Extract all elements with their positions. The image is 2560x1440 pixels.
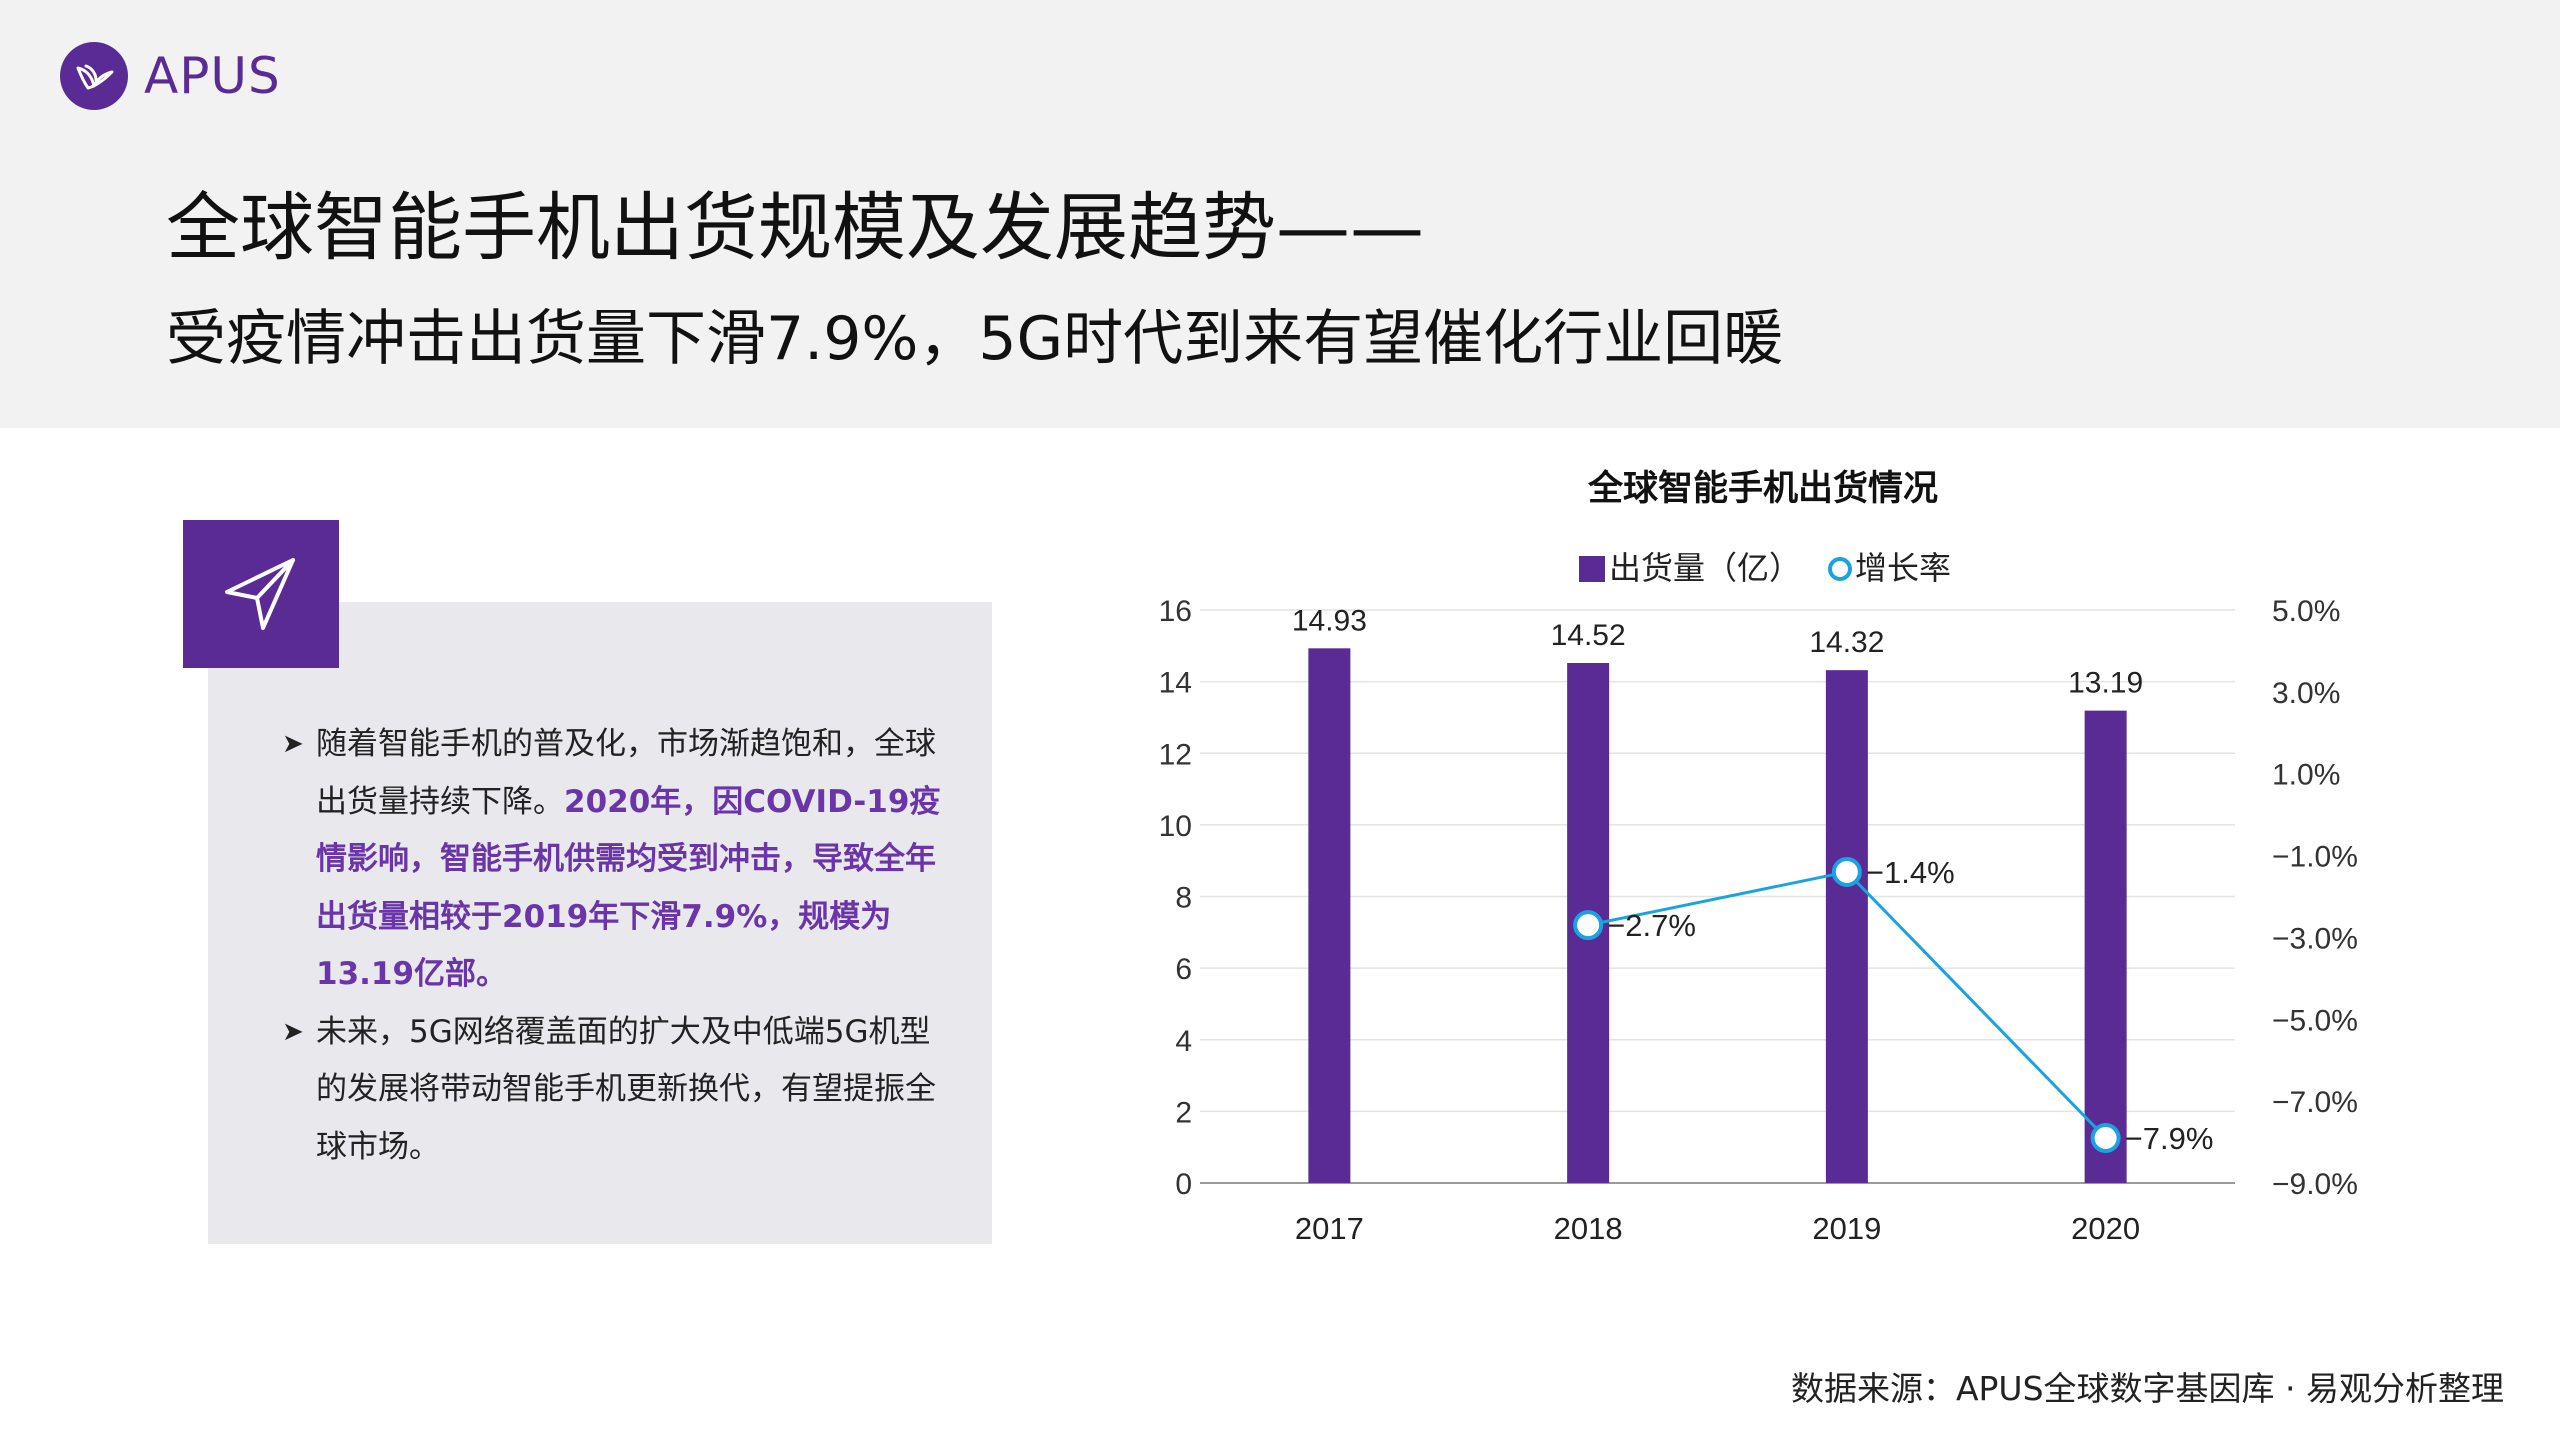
bar-value-label: 14.32 (1809, 626, 1884, 659)
bullet-list: 随着智能手机的普及化，市场渐趋饱和，全球出货量持续下降。2020年，因COVID… (282, 716, 942, 1176)
growth-line-segment (1587, 870, 1848, 927)
y-right-tick-label: 1.0% (2272, 759, 2340, 792)
y-left-tick-label: 0 (1175, 1168, 1192, 1201)
header-band: APUS 全球智能手机出货规模及发展趋势—— 受疫情冲击出货量下滑7.9%，5G… (0, 0, 2560, 428)
data-source: 数据来源：APUS全球数字基因库 · 易观分析整理 (1790, 1369, 2504, 1408)
chart-title: 全球智能手机出货情况 (1587, 468, 1938, 508)
page-title: 全球智能手机出货规模及发展趋势—— (166, 185, 1424, 271)
legend-line-swatch (1828, 557, 1852, 581)
page-subtitle: 受疫情冲击出货量下滑7.9%，5G时代到来有望催化行业回暖 (166, 304, 1784, 374)
bar (1825, 670, 1868, 1183)
bar-value-label: 14.52 (1551, 619, 1626, 652)
brand-name: APUS (144, 47, 281, 105)
y-left-tick-label: 6 (1175, 953, 1192, 986)
growth-line-segment (1845, 870, 2107, 1140)
paper-plane-icon (183, 520, 339, 668)
bar-value-label: 14.93 (1292, 604, 1367, 637)
x-tick-label: 2019 (1812, 1211, 1881, 1246)
bullet-item: 随着智能手机的普及化，市场渐趋饱和，全球出货量持续下降。2020年，因COVID… (282, 716, 942, 1004)
y-left-tick-label: 16 (1159, 595, 1192, 628)
legend-line-label: 增长率 (1855, 550, 1951, 586)
y-right-tick-label: 3.0% (2272, 677, 2340, 710)
bar (1308, 648, 1351, 1183)
bar (2084, 710, 2127, 1183)
growth-point (1573, 910, 1604, 941)
bullet-text: 未来，5G网络覆盖面的扩大及中低端5G机型的发展将带动智能手机更新换代，有望提振… (316, 1013, 936, 1165)
y-right-tick-label: −9.0% (2272, 1168, 2358, 1201)
y-left-tick-label: 4 (1175, 1025, 1192, 1058)
legend-bar-swatch (1579, 556, 1605, 582)
y-right-tick-label: −7.0% (2272, 1086, 2358, 1119)
apus-logo: APUS (60, 40, 281, 112)
bullet-highlight: 2020年，因COVID-19疫情影响，智能手机供需均受到冲击，导致全年出货量相… (316, 783, 941, 993)
y-left-tick-label: 12 (1159, 738, 1192, 771)
bird-icon (60, 42, 128, 110)
y-left-tick-label: 10 (1159, 810, 1192, 843)
y-right-tick-label: −5.0% (2272, 1004, 2358, 1037)
x-tick-label: 2020 (2071, 1211, 2140, 1246)
bullet-item: 未来，5G网络覆盖面的扩大及中低端5G机型的发展将带动智能手机更新换代，有望提振… (282, 1004, 942, 1177)
growth-point (2090, 1122, 2121, 1153)
y-right-tick-label: −3.0% (2272, 922, 2358, 955)
growth-value-label: −2.7% (1607, 908, 1696, 943)
growth-value-label: −1.4% (1866, 855, 1955, 890)
y-left-tick-label: 8 (1175, 882, 1192, 915)
x-tick-label: 2018 (1554, 1211, 1623, 1246)
growth-point (1831, 856, 1862, 887)
y-right-tick-label: −1.0% (2272, 841, 2358, 874)
y-left-tick-label: 14 (1159, 667, 1192, 700)
growth-value-label: −7.9% (2125, 1121, 2214, 1156)
bar-value-label: 13.19 (2068, 667, 2143, 700)
bullet-text: 随着智能手机的普及化，市场渐趋饱和，全球出货量持续下降。 (316, 726, 936, 820)
y-left-tick-label: 2 (1175, 1096, 1192, 1129)
x-tick-label: 2017 (1295, 1211, 1364, 1246)
legend-bar-label: 出货量（亿） (1609, 550, 1801, 586)
y-right-tick-label: 5.0% (2272, 595, 2340, 628)
